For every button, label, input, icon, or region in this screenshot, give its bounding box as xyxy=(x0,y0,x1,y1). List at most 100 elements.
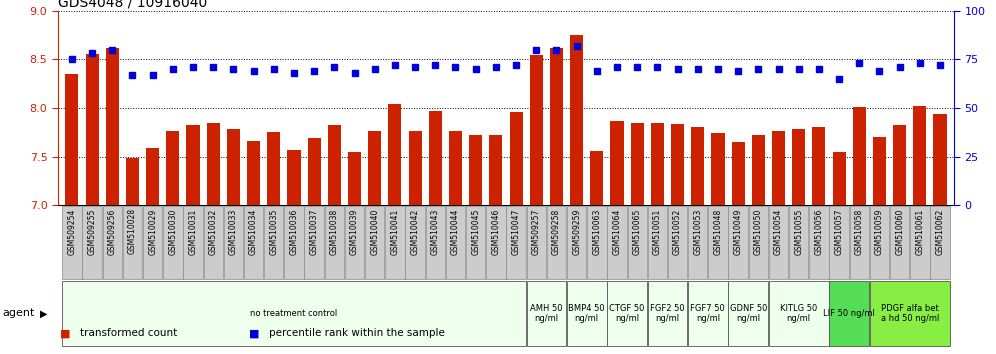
Text: BMP4 50
ng/ml: BMP4 50 ng/ml xyxy=(569,304,605,323)
FancyBboxPatch shape xyxy=(62,281,526,346)
Bar xyxy=(66,74,79,205)
Bar xyxy=(833,152,846,205)
Bar xyxy=(732,142,745,205)
Text: GSM510035: GSM510035 xyxy=(269,208,278,255)
Text: GSM510055: GSM510055 xyxy=(794,208,803,255)
FancyBboxPatch shape xyxy=(264,206,284,279)
Bar xyxy=(328,126,341,205)
Text: GDS4048 / 10916040: GDS4048 / 10916040 xyxy=(58,0,207,10)
Bar xyxy=(591,151,604,205)
FancyBboxPatch shape xyxy=(506,206,526,279)
FancyBboxPatch shape xyxy=(850,206,869,279)
Text: GSM510029: GSM510029 xyxy=(148,208,157,255)
FancyBboxPatch shape xyxy=(284,206,304,279)
FancyBboxPatch shape xyxy=(143,206,162,279)
Bar xyxy=(570,35,584,205)
Text: GSM509258: GSM509258 xyxy=(552,208,561,255)
Text: GSM510061: GSM510061 xyxy=(915,208,924,255)
Text: GSM509254: GSM509254 xyxy=(68,208,77,255)
Text: GSM510059: GSM510059 xyxy=(874,208,884,255)
Text: GSM510058: GSM510058 xyxy=(855,208,864,255)
Text: GSM510039: GSM510039 xyxy=(350,208,359,255)
Text: GSM510038: GSM510038 xyxy=(330,208,339,255)
FancyBboxPatch shape xyxy=(567,206,587,279)
Text: GSM510053: GSM510053 xyxy=(693,208,702,255)
FancyBboxPatch shape xyxy=(769,206,788,279)
Bar xyxy=(227,130,240,205)
Bar xyxy=(86,55,99,205)
Bar xyxy=(630,122,643,205)
Text: GSM510028: GSM510028 xyxy=(127,208,137,255)
FancyBboxPatch shape xyxy=(224,206,243,279)
FancyBboxPatch shape xyxy=(366,206,384,279)
Text: GSM510054: GSM510054 xyxy=(774,208,783,255)
Bar xyxy=(772,131,785,205)
Bar xyxy=(469,135,482,205)
Text: GSM510031: GSM510031 xyxy=(188,208,197,255)
Bar xyxy=(872,137,886,205)
Text: GSM510036: GSM510036 xyxy=(290,208,299,255)
Bar xyxy=(671,124,684,205)
Bar xyxy=(691,127,704,205)
Text: GSM510065: GSM510065 xyxy=(632,208,641,255)
FancyBboxPatch shape xyxy=(608,281,646,346)
Text: GSM510062: GSM510062 xyxy=(935,208,944,255)
Text: GSM510045: GSM510045 xyxy=(471,208,480,255)
Text: AMH 50
ng/ml: AMH 50 ng/ml xyxy=(530,304,563,323)
Bar xyxy=(650,122,664,205)
FancyBboxPatch shape xyxy=(486,206,506,279)
Text: GSM510047: GSM510047 xyxy=(512,208,521,255)
Text: GSM509255: GSM509255 xyxy=(88,208,97,255)
FancyBboxPatch shape xyxy=(728,281,768,346)
FancyBboxPatch shape xyxy=(688,206,707,279)
FancyBboxPatch shape xyxy=(527,206,546,279)
Text: ■: ■ xyxy=(60,329,71,338)
Text: GSM510057: GSM510057 xyxy=(835,208,844,255)
FancyBboxPatch shape xyxy=(325,206,344,279)
FancyBboxPatch shape xyxy=(647,206,667,279)
FancyBboxPatch shape xyxy=(830,281,869,346)
FancyBboxPatch shape xyxy=(769,281,829,346)
Bar xyxy=(510,112,523,205)
Bar xyxy=(125,158,139,205)
Bar xyxy=(186,125,199,205)
Bar xyxy=(146,148,159,205)
Bar xyxy=(308,138,321,205)
Text: CTGF 50
ng/ml: CTGF 50 ng/ml xyxy=(610,304,644,323)
FancyBboxPatch shape xyxy=(405,206,425,279)
FancyBboxPatch shape xyxy=(870,281,950,346)
Text: no treatment control: no treatment control xyxy=(250,309,338,318)
FancyBboxPatch shape xyxy=(809,206,829,279)
Text: GSM510064: GSM510064 xyxy=(613,208,622,255)
FancyBboxPatch shape xyxy=(728,206,748,279)
FancyBboxPatch shape xyxy=(627,206,646,279)
Text: GSM510030: GSM510030 xyxy=(168,208,177,255)
FancyBboxPatch shape xyxy=(587,206,607,279)
Text: GSM510046: GSM510046 xyxy=(491,208,500,255)
FancyBboxPatch shape xyxy=(305,206,324,279)
FancyBboxPatch shape xyxy=(527,281,566,346)
FancyBboxPatch shape xyxy=(83,206,102,279)
FancyBboxPatch shape xyxy=(930,206,950,279)
Bar xyxy=(369,131,381,205)
FancyBboxPatch shape xyxy=(789,206,809,279)
Text: ■: ■ xyxy=(249,329,260,338)
FancyBboxPatch shape xyxy=(910,206,929,279)
Text: GSM510049: GSM510049 xyxy=(734,208,743,255)
Bar xyxy=(489,135,502,205)
FancyBboxPatch shape xyxy=(688,281,728,346)
FancyBboxPatch shape xyxy=(708,206,728,279)
Text: GSM510051: GSM510051 xyxy=(653,208,662,255)
FancyBboxPatch shape xyxy=(62,206,82,279)
FancyBboxPatch shape xyxy=(103,206,122,279)
Bar xyxy=(166,131,179,205)
Text: GSM509259: GSM509259 xyxy=(572,208,581,255)
Text: GSM510033: GSM510033 xyxy=(229,208,238,255)
Bar xyxy=(388,104,401,205)
FancyBboxPatch shape xyxy=(446,206,465,279)
Bar xyxy=(530,56,543,205)
Bar xyxy=(792,130,806,205)
Text: agent: agent xyxy=(2,308,35,318)
Text: GSM510043: GSM510043 xyxy=(431,208,440,255)
Text: GSM510041: GSM510041 xyxy=(390,208,399,255)
